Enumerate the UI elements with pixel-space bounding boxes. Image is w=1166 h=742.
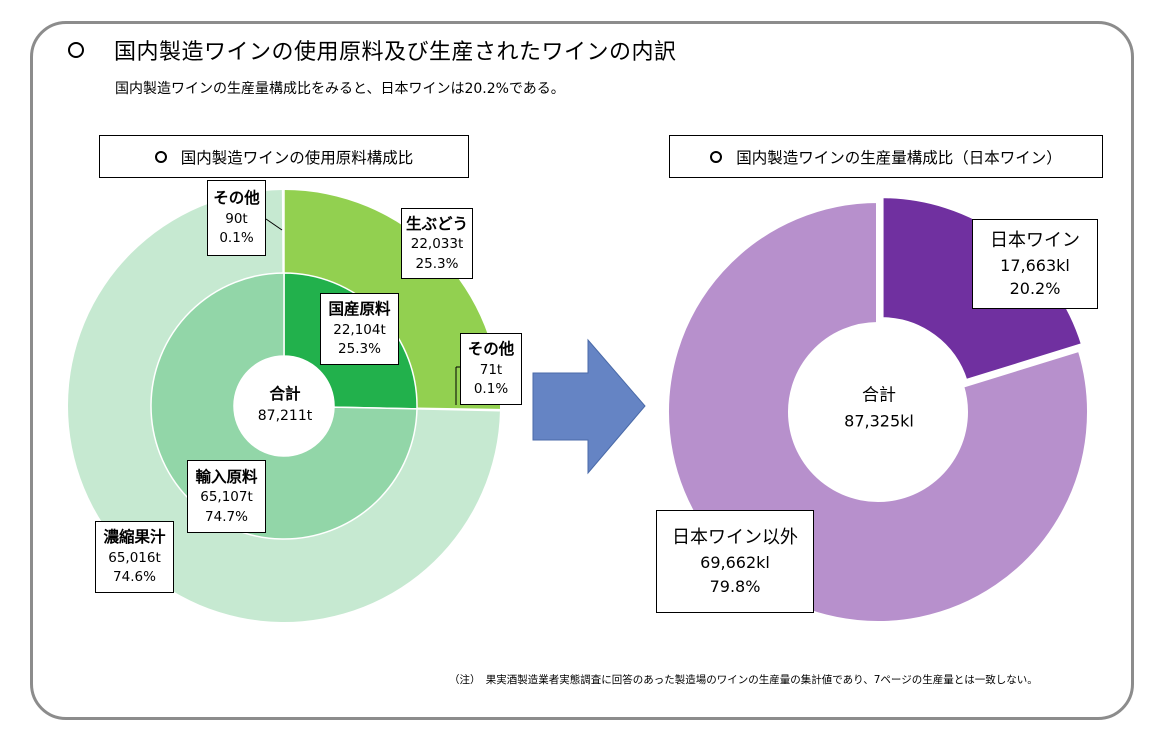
label-name: 生ぶどう: [405, 214, 468, 233]
total-value: 87,211t: [257, 408, 313, 425]
label-name: 日本ワイン以外: [672, 527, 798, 549]
label-value: 22,104t: [333, 321, 386, 338]
right-chart-title: 国内製造ワインの生産量構成比（日本ワイン）: [669, 135, 1103, 178]
label-name: 輸入原料: [195, 467, 258, 486]
circle-bullet-icon: [710, 150, 723, 163]
label-percent: 74.7%: [205, 508, 248, 525]
label-imported-material: 輸入原料 65,107t 74.7%: [187, 460, 266, 533]
label-percent: 74.6%: [113, 569, 156, 586]
label-percent: 79.8%: [709, 576, 761, 596]
content-frame: [30, 21, 1134, 720]
right-center-total: 合計 87,325kl: [844, 383, 914, 433]
label-value: 17,663kl: [1000, 255, 1070, 275]
left-center-total: 合計 87,211t: [258, 383, 312, 427]
label-japan-wine: 日本ワイン 17,663kl 20.2%: [972, 219, 1098, 309]
page-title: 国内製造ワインの使用原料及び生産されたワインの内訳: [68, 34, 677, 66]
label-value: 65,107t: [200, 489, 253, 506]
label-other-concentrate: その他 90t 0.1%: [207, 180, 266, 256]
total-label: 合計: [861, 385, 896, 406]
right-chart-title-text: 国内製造ワインの生産量構成比（日本ワイン）: [736, 148, 1062, 167]
label-fresh-grape: 生ぶどう 22,033t 25.3%: [401, 208, 473, 279]
total-label: 合計: [269, 384, 301, 403]
label-name: 濃縮果汁: [103, 528, 166, 547]
circle-bullet-icon: [68, 42, 84, 58]
label-percent: 0.1%: [473, 381, 509, 398]
page-subtitle: 国内製造ワインの生産量構成比をみると、日本ワインは20.2%である。: [115, 81, 565, 97]
label-other-grape: その他 71t 0.1%: [460, 333, 522, 405]
label-value: 90t: [225, 210, 248, 227]
footnote: （注） 果実酒製造業者実態調査に回答のあった製造場のワインの生産量の集計値であり…: [449, 674, 1038, 686]
label-value: 22,033t: [410, 236, 464, 253]
total-value: 87,325kl: [844, 410, 914, 430]
label-percent: 0.1%: [219, 230, 254, 247]
leader-lines: [265, 218, 460, 405]
outer-ring-separator-3: [281, 189, 284, 274]
label-value: 69,662kl: [700, 553, 770, 573]
left-chart-title-text: 国内製造ワインの使用原料構成比: [180, 148, 414, 167]
label-name: 国産原料: [328, 300, 391, 319]
label-name: その他: [467, 340, 515, 359]
circle-bullet-icon: [154, 150, 167, 163]
label-value: 65,016t: [108, 549, 161, 566]
label-concentrate: 濃縮果汁 65,016t 74.6%: [95, 521, 174, 593]
label-domestic-material: 国産原料 22,104t 25.3%: [320, 293, 399, 365]
label-percent: 25.3%: [338, 341, 381, 358]
outer-ring-separator-1: [416, 407, 500, 411]
label-percent: 25.3%: [415, 255, 459, 272]
label-name: その他: [213, 189, 260, 208]
label-name: 日本ワイン: [990, 229, 1080, 251]
left-chart-title: 国内製造ワインの使用原料構成比: [99, 135, 469, 178]
right-arrow-icon: [532, 338, 646, 475]
label-percent: 20.2%: [1009, 279, 1061, 299]
left-donut-hole: [234, 356, 334, 456]
label-value: 71t: [479, 361, 503, 378]
page-title-text: 国内製造ワインの使用原料及び生産されたワインの内訳: [114, 40, 677, 65]
outer-ring-separator-2: [416, 408, 500, 412]
label-non-japan-wine: 日本ワイン以外 69,662kl 79.8%: [656, 510, 814, 613]
leader-line-other-concentrate: [265, 218, 283, 231]
outer-ring-slice-2: [67, 190, 500, 623]
